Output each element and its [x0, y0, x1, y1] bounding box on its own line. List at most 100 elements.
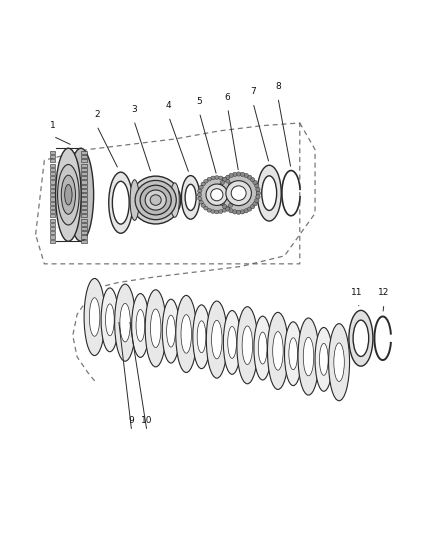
- Ellipse shape: [145, 190, 166, 210]
- Ellipse shape: [223, 177, 227, 182]
- Ellipse shape: [219, 176, 223, 180]
- Bar: [81, 227, 87, 230]
- Ellipse shape: [61, 175, 75, 214]
- Ellipse shape: [229, 209, 233, 213]
- Ellipse shape: [215, 210, 219, 214]
- Text: 5: 5: [197, 97, 202, 106]
- Bar: [81, 159, 87, 163]
- Ellipse shape: [199, 185, 203, 189]
- Bar: [50, 197, 56, 200]
- Bar: [50, 240, 56, 243]
- Ellipse shape: [232, 197, 236, 200]
- Ellipse shape: [197, 321, 206, 353]
- Ellipse shape: [132, 294, 149, 357]
- Text: 7: 7: [250, 87, 256, 96]
- Ellipse shape: [207, 208, 212, 212]
- Ellipse shape: [226, 181, 251, 206]
- Ellipse shape: [89, 298, 100, 336]
- Ellipse shape: [109, 172, 133, 233]
- Ellipse shape: [212, 320, 222, 359]
- Ellipse shape: [222, 177, 226, 181]
- Ellipse shape: [254, 316, 272, 380]
- Bar: [50, 193, 56, 196]
- Bar: [50, 210, 56, 213]
- Ellipse shape: [68, 148, 94, 241]
- Ellipse shape: [228, 204, 233, 207]
- Ellipse shape: [198, 189, 202, 193]
- Bar: [81, 193, 87, 196]
- Ellipse shape: [166, 315, 175, 347]
- Bar: [50, 231, 56, 235]
- Ellipse shape: [237, 210, 241, 214]
- Ellipse shape: [162, 299, 180, 363]
- Bar: [50, 184, 56, 188]
- Ellipse shape: [251, 205, 255, 209]
- Ellipse shape: [57, 165, 79, 225]
- Ellipse shape: [240, 210, 245, 214]
- Ellipse shape: [232, 189, 236, 193]
- Ellipse shape: [353, 320, 369, 357]
- Ellipse shape: [181, 314, 191, 353]
- Bar: [50, 172, 56, 175]
- Bar: [81, 201, 87, 205]
- Ellipse shape: [206, 301, 227, 378]
- Bar: [50, 214, 56, 217]
- Ellipse shape: [228, 327, 237, 358]
- Bar: [81, 184, 87, 188]
- Ellipse shape: [145, 290, 166, 367]
- Ellipse shape: [244, 173, 248, 177]
- Bar: [50, 181, 56, 184]
- Bar: [81, 240, 87, 243]
- Ellipse shape: [197, 193, 201, 197]
- Ellipse shape: [262, 176, 277, 211]
- Ellipse shape: [217, 191, 221, 195]
- Ellipse shape: [101, 288, 119, 352]
- Bar: [50, 206, 56, 209]
- Ellipse shape: [273, 332, 283, 370]
- Ellipse shape: [237, 306, 258, 384]
- Ellipse shape: [268, 312, 288, 390]
- Ellipse shape: [135, 181, 176, 220]
- Ellipse shape: [84, 278, 105, 356]
- Bar: [81, 197, 87, 200]
- Ellipse shape: [334, 343, 344, 382]
- Ellipse shape: [349, 310, 373, 366]
- Text: 10: 10: [141, 416, 153, 425]
- Text: 9: 9: [129, 416, 134, 425]
- Bar: [81, 151, 87, 154]
- Ellipse shape: [113, 181, 129, 224]
- Ellipse shape: [140, 185, 171, 215]
- Ellipse shape: [240, 172, 245, 176]
- Ellipse shape: [199, 200, 203, 204]
- Ellipse shape: [106, 304, 114, 336]
- Bar: [50, 159, 56, 163]
- Bar: [50, 151, 56, 154]
- Ellipse shape: [222, 208, 226, 212]
- Ellipse shape: [199, 177, 234, 212]
- Ellipse shape: [211, 209, 215, 213]
- Ellipse shape: [247, 207, 252, 211]
- Ellipse shape: [120, 303, 131, 342]
- Bar: [81, 164, 87, 167]
- Ellipse shape: [247, 175, 252, 179]
- Ellipse shape: [217, 195, 222, 199]
- Bar: [50, 155, 56, 158]
- Bar: [81, 214, 87, 217]
- Ellipse shape: [298, 318, 319, 395]
- Ellipse shape: [220, 201, 225, 206]
- Ellipse shape: [193, 305, 210, 369]
- Ellipse shape: [315, 327, 332, 391]
- Ellipse shape: [131, 176, 181, 224]
- Bar: [81, 231, 87, 235]
- Ellipse shape: [319, 343, 328, 375]
- Ellipse shape: [229, 173, 233, 177]
- Ellipse shape: [244, 209, 248, 213]
- Ellipse shape: [226, 206, 230, 210]
- Ellipse shape: [115, 284, 136, 361]
- Text: 4: 4: [166, 101, 172, 110]
- Ellipse shape: [211, 176, 215, 180]
- Ellipse shape: [230, 185, 235, 189]
- Bar: [81, 223, 87, 226]
- Ellipse shape: [251, 177, 255, 182]
- Ellipse shape: [228, 182, 233, 186]
